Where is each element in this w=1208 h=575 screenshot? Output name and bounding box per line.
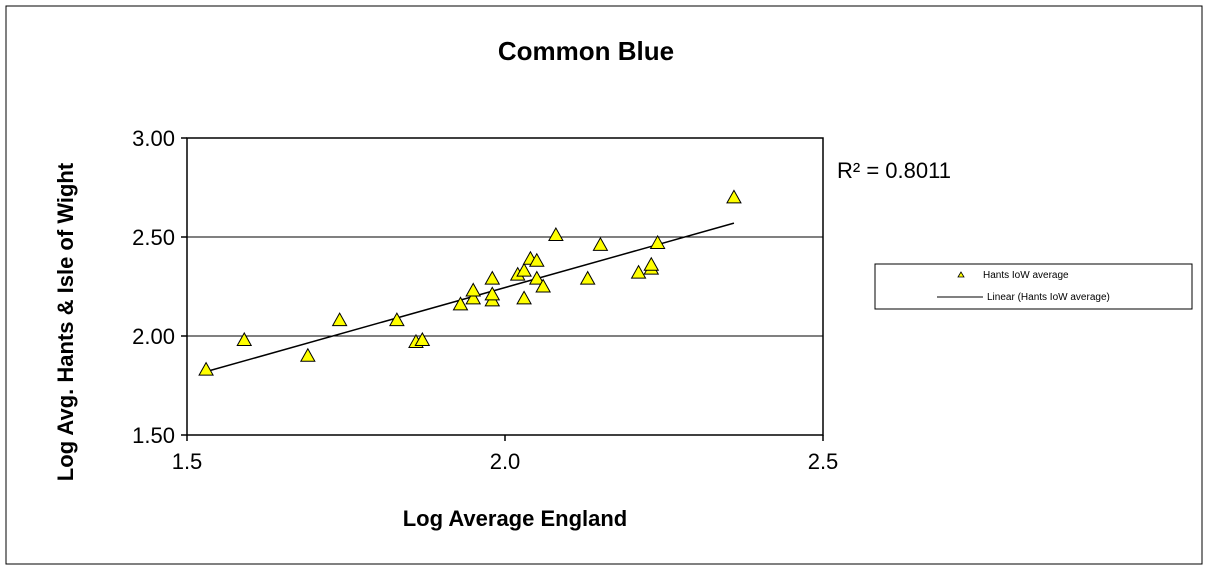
y-tick-label: 2.00 [132, 324, 175, 349]
data-point [484, 270, 501, 285]
legend-box [874, 263, 1193, 310]
data-point [414, 331, 431, 346]
data-point [198, 361, 214, 376]
legend-triangle-marker-icon [957, 271, 965, 278]
x-tick-label: 1.5 [172, 449, 203, 474]
y-axis-ticks: 1.50 2.00 2.50 3.00 [132, 126, 187, 448]
data-point [528, 252, 545, 267]
data-point [465, 290, 482, 305]
data-point [331, 312, 348, 327]
legend-series-label: Hants IoW average [983, 270, 1069, 281]
data-point [528, 270, 545, 285]
x-tick-label: 2.5 [808, 449, 839, 474]
data-point [299, 347, 316, 362]
y-tick-label: 3.00 [132, 126, 175, 151]
data-point [484, 286, 501, 301]
x-axis-ticks: 1.5 2.0 2.5 [172, 435, 839, 474]
data-point [649, 234, 666, 249]
gridlines [187, 236, 823, 337]
data-points [198, 189, 742, 376]
data-point [579, 270, 596, 285]
data-point [592, 236, 609, 251]
data-point [465, 282, 482, 297]
data-point [548, 226, 564, 242]
data-point [236, 331, 253, 346]
data-point [516, 262, 532, 277]
x-tick-label: 2.0 [490, 449, 521, 474]
legend: Hants IoW average Linear (Hants IoW aver… [874, 263, 1193, 310]
data-point [630, 264, 647, 279]
x-axis-label: Log Average England [403, 506, 628, 531]
chart-title: Common Blue [498, 36, 674, 66]
y-axis-label: Log Avg. Hants & Isle of Wight [53, 162, 78, 481]
data-point [535, 278, 552, 293]
r-squared-label: R² = 0.8011 [837, 158, 951, 183]
data-point [643, 256, 660, 271]
data-point [452, 296, 469, 311]
data-point [516, 290, 532, 305]
data-point [389, 312, 405, 327]
legend-trendline-label: Linear (Hants IoW average) [987, 292, 1110, 303]
data-point [726, 189, 742, 204]
y-tick-label: 2.50 [132, 225, 175, 250]
y-tick-label: 1.50 [132, 423, 175, 448]
